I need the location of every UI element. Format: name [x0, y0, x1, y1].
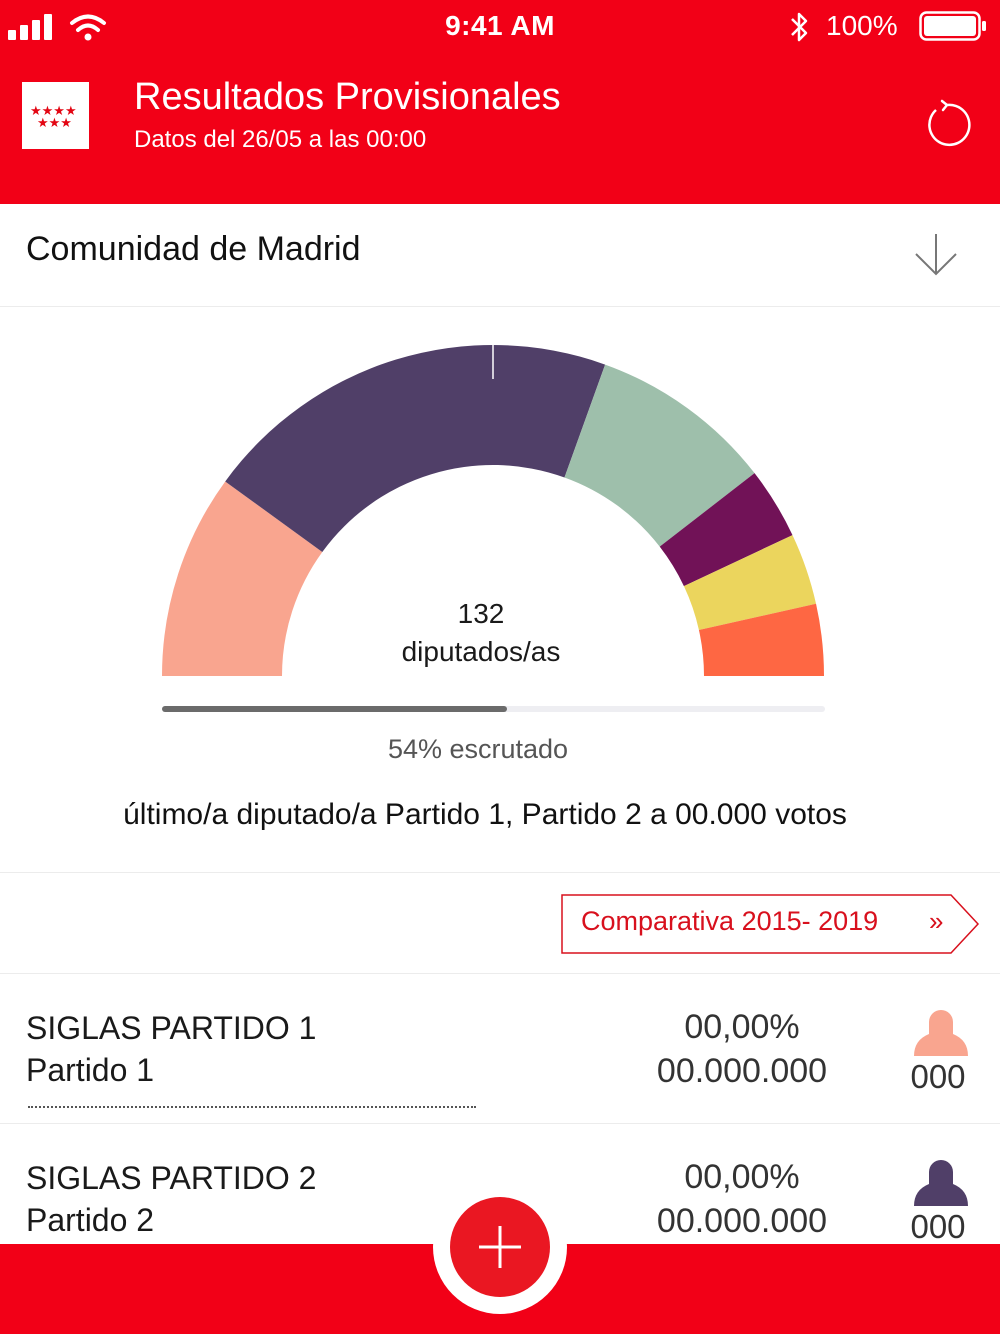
party-vote-count: 00.000.000: [656, 1052, 828, 1090]
compare-label: Comparativa 2015- 2019: [581, 906, 879, 936]
party-row[interactable]: SIGLAS PARTIDO 2 Partido 2 00,00% 00.000…: [0, 1124, 1000, 1274]
party-name: Partido 2: [26, 1202, 155, 1238]
party-seats: 000: [910, 1208, 966, 1245]
seats-total: 132: [457, 598, 505, 629]
chart-segment-2: [225, 345, 606, 552]
person-icon: [914, 1160, 968, 1206]
divider: [0, 872, 1000, 873]
region-name: Comunidad de Madrid: [26, 230, 361, 268]
battery-percent: 100%: [826, 10, 898, 41]
chart-segment-3: [564, 364, 755, 547]
svg-text:★★★★: ★★★★: [30, 104, 77, 119]
scrutiny-progress-bar: [162, 706, 825, 712]
region-selector[interactable]: Comunidad de Madrid: [0, 204, 1000, 307]
bluetooth-icon: [791, 12, 808, 42]
stars-icon: ★★★★ ★★★: [30, 104, 77, 131]
scrutiny-text: 54% escrutado: [387, 734, 569, 764]
plus-icon: [479, 1226, 521, 1268]
chart-segment-6: [698, 603, 824, 676]
app-header: 9:41 AM 100% ★★★★ ★★★ Resultados Provisi…: [0, 0, 1000, 204]
party-row[interactable]: SIGLAS PARTIDO 1 Partido 1 00,00% 00.000…: [0, 974, 1000, 1124]
party-vote-percent: 00,00%: [684, 1008, 800, 1046]
chart-segment-4: [659, 473, 793, 587]
divider: [0, 1123, 1000, 1124]
divider: [0, 973, 1000, 974]
chart-segment-1: [162, 481, 323, 676]
party-vote-count: 00.000.000: [656, 1202, 828, 1240]
svg-text:★★★: ★★★: [37, 116, 72, 131]
party-name: Partido 1: [26, 1052, 155, 1088]
chart-segment-5: [683, 535, 817, 630]
party-abbreviation: SIGLAS PARTIDO 2: [26, 1160, 317, 1196]
tag-outline: [561, 894, 980, 954]
status-time: 9:41 AM: [445, 10, 555, 41]
dotted-separator: [28, 1106, 476, 1108]
party-seats: 000: [910, 1058, 966, 1095]
seat-distribution-chart: [162, 345, 824, 676]
page-title: Resultados Provisionales: [134, 76, 561, 118]
data-timestamp: Datos del 26/05 a las 00:00: [134, 126, 427, 153]
arrow-down-icon[interactable]: [910, 230, 962, 282]
refresh-icon[interactable]: [920, 98, 974, 152]
status-bar: 9:41 AM 100%: [0, 0, 1000, 52]
comunidad-madrid-logo: ★★★★ ★★★: [22, 82, 89, 149]
last-seat-info: último/a diputado/a Partido 1, Partido 2…: [123, 798, 847, 831]
wifi-icon: [70, 14, 106, 41]
battery-icon: [919, 11, 986, 41]
compare-2015-2019-button[interactable]: Comparativa 2015- 2019 »: [561, 894, 981, 954]
person-icon: [914, 1010, 968, 1056]
signal-icon: [8, 14, 52, 40]
scrutiny-progress-fill: [162, 706, 507, 712]
party-abbreviation: SIGLAS PARTIDO 1: [26, 1010, 317, 1046]
seats-label: diputados/as: [401, 636, 561, 667]
party-vote-percent: 00,00%: [684, 1158, 800, 1196]
double-chevron-right-icon: »: [929, 906, 944, 936]
add-button[interactable]: [450, 1197, 550, 1297]
